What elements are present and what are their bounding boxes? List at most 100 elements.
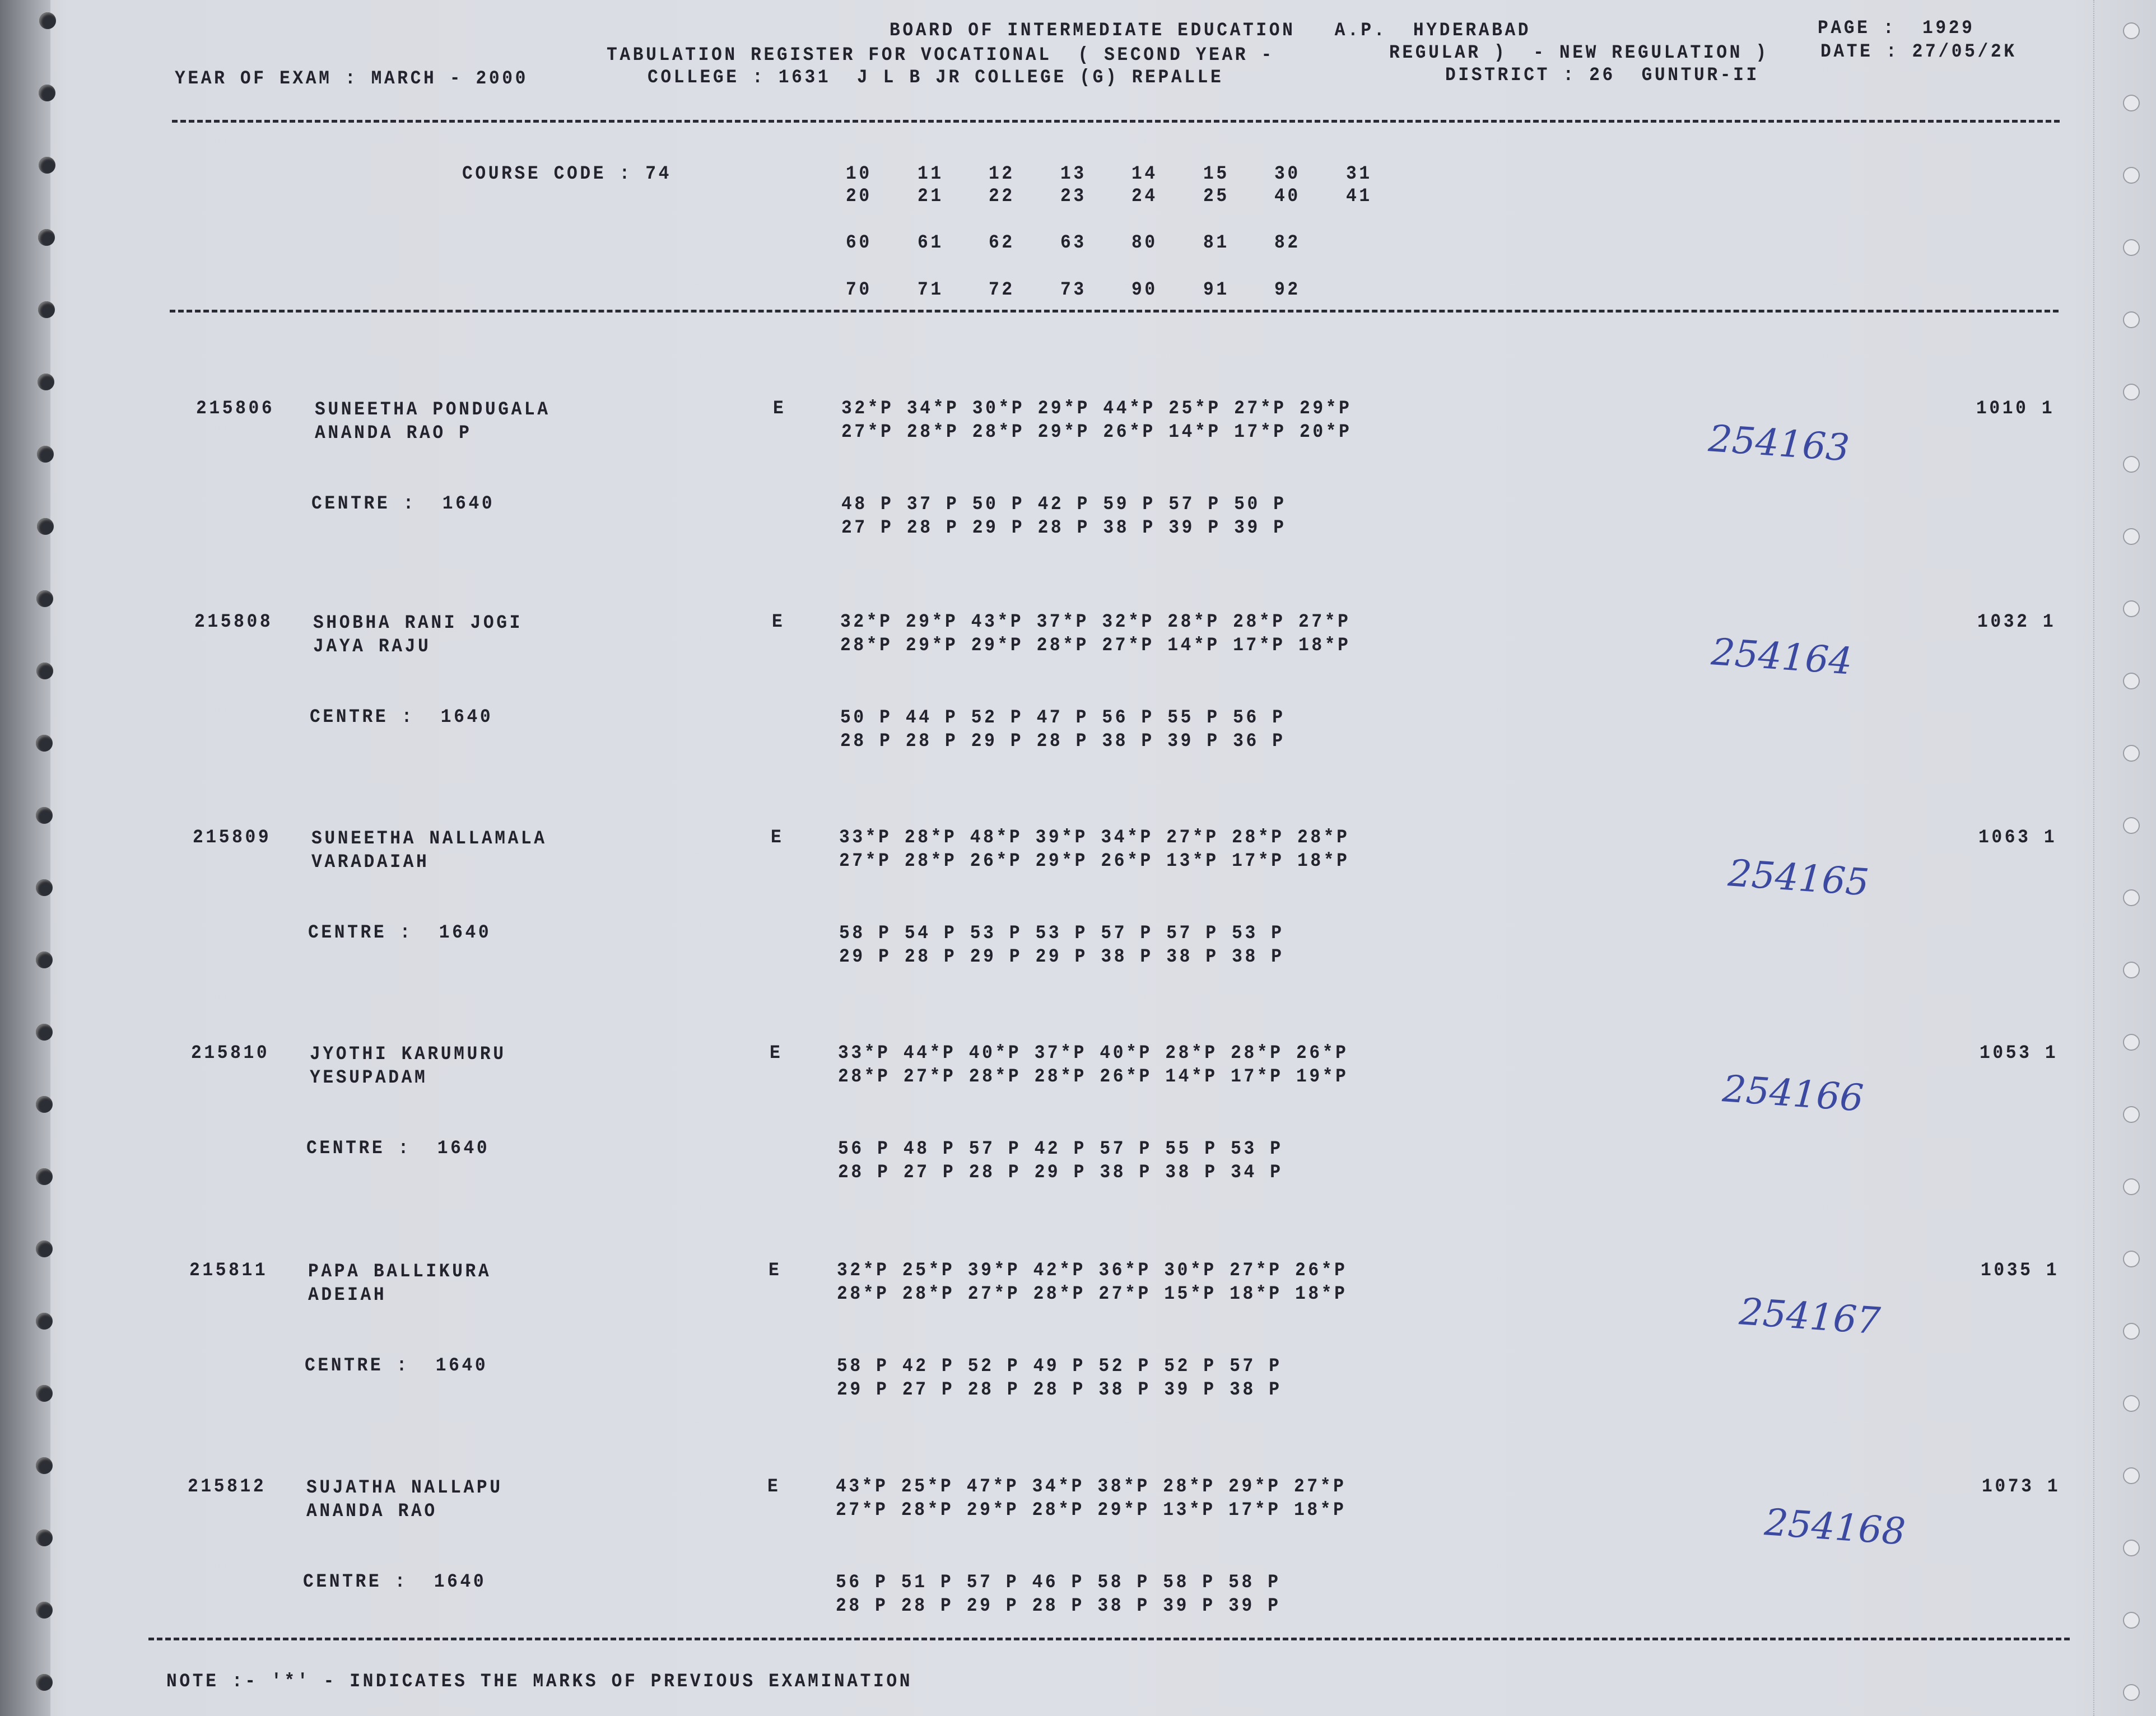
- subject-code: 10: [846, 164, 872, 185]
- feed-hole: [36, 1168, 53, 1185]
- parent-name: VARADAIAH: [311, 852, 430, 873]
- feed-hole: [36, 1385, 53, 1402]
- medium-code: E: [772, 612, 785, 633]
- subject-code: 14: [1131, 164, 1158, 185]
- medium-code: E: [773, 398, 786, 419]
- marks-line: 27*P 28*P 29*P 28*P 29*P 13*P 17*P 18*P: [836, 1500, 1347, 1521]
- feed-hole: [36, 1096, 53, 1113]
- medium-code: E: [769, 1260, 782, 1281]
- marks-line: 32*P 34*P 30*P 29*P 44*P 25*P 27*P 29*P: [841, 398, 1352, 419]
- print-date: DATE : 27/05/2K: [1820, 41, 2017, 63]
- marks-line: 27 P 28 P 29 P 28 P 38 P 39 P 39 P: [841, 517, 1287, 539]
- medium-code: E: [771, 827, 784, 848]
- student-name: SUJATHA NALLAPU: [306, 1477, 503, 1499]
- subject-code: 90: [1131, 279, 1158, 301]
- subject-code: 73: [1060, 279, 1087, 301]
- feed-hole: [2123, 1684, 2140, 1701]
- marks-line: 43*P 25*P 47*P 34*P 38*P 28*P 29*P 27*P: [836, 1476, 1347, 1498]
- register-title: TABULATION REGISTER FOR VOCATIONAL ( SEC…: [607, 45, 1274, 66]
- feed-hole: [2123, 962, 2140, 978]
- total-marks: 1073 1: [1982, 1476, 2061, 1498]
- marks-line: 56 P 48 P 57 P 42 P 57 P 55 P 53 P: [838, 1139, 1283, 1160]
- marks-line: 33*P 44*P 40*P 37*P 40*P 28*P 28*P 26*P: [838, 1043, 1349, 1064]
- handwritten-number: 254164: [1710, 630, 1854, 683]
- feed-hole: [36, 1602, 53, 1619]
- student-name: SHOBHA RANI JOGI: [313, 613, 523, 634]
- marks-line: 28 P 28 P 29 P 28 P 38 P 39 P 39 P: [836, 1596, 1281, 1617]
- parent-name: ADEIAH: [308, 1285, 387, 1306]
- subject-code: 23: [1060, 186, 1087, 207]
- centre: CENTRE : 1640: [306, 1138, 490, 1159]
- parent-name: ANANDA RAO P: [315, 423, 472, 444]
- feed-hole: [37, 446, 54, 463]
- marks-line: 27*P 28*P 28*P 29*P 26*P 14*P 17*P 20*P: [841, 422, 1352, 443]
- hall-ticket-number: 215808: [194, 612, 273, 633]
- centre: CENTRE : 1640: [310, 707, 493, 728]
- total-marks: 1035 1: [1981, 1260, 2060, 1281]
- feed-hole: [2123, 1251, 2140, 1267]
- parent-name: ANANDA RAO: [306, 1501, 437, 1522]
- feed-hole: [2123, 239, 2140, 256]
- marks-line: 56 P 51 P 57 P 46 P 58 P 58 P 58 P: [836, 1572, 1281, 1593]
- subject-code: 31: [1345, 164, 1372, 185]
- feed-hole: [36, 807, 53, 824]
- feed-hole: [38, 157, 55, 174]
- parent-name: YESUPADAM: [310, 1067, 428, 1089]
- subject-code: 13: [1060, 164, 1087, 185]
- subject-code: 41: [1345, 186, 1372, 207]
- regulation: REGULAR ) - NEW REGULATION ): [1389, 43, 1769, 64]
- hall-ticket-number: 215810: [191, 1043, 270, 1064]
- parent-name: JAYA RAJU: [313, 636, 431, 658]
- total-marks: 1053 1: [1980, 1043, 2059, 1064]
- college: COLLEGE : 1631 J L B JR COLLEGE (G) REPA…: [648, 67, 1224, 88]
- subject-code: 62: [989, 232, 1015, 254]
- marks-line: 58 P 54 P 53 P 53 P 57 P 57 P 53 P: [839, 923, 1284, 944]
- subject-code: 71: [917, 279, 944, 301]
- marks-line: 28 P 28 P 29 P 28 P 38 P 39 P 36 P: [840, 731, 1286, 752]
- subject-code: 21: [917, 186, 944, 207]
- feed-hole: [39, 85, 56, 101]
- marks-line: 28*P 29*P 29*P 28*P 27*P 14*P 17*P 18*P: [840, 635, 1351, 656]
- subject-code: 60: [846, 232, 872, 254]
- feed-hole: [2123, 600, 2140, 617]
- subject-code: 24: [1131, 186, 1158, 207]
- feed-hole: [2123, 1323, 2140, 1340]
- handwritten-number: 254166: [1721, 1067, 1865, 1120]
- handwritten-number: 254163: [1707, 417, 1851, 470]
- feed-hole: [2123, 22, 2140, 39]
- subject-code: 80: [1131, 232, 1158, 254]
- feed-hole: [36, 1457, 53, 1474]
- divider: [148, 1638, 2070, 1640]
- course-code: COURSE CODE : 74: [462, 164, 672, 185]
- feed-hole: [2123, 1612, 2140, 1629]
- year-of-exam: YEAR OF EXAM : MARCH - 2000: [175, 68, 529, 90]
- feed-hole: [2123, 384, 2140, 400]
- marks-line: 29 P 27 P 28 P 28 P 38 P 39 P 38 P: [837, 1379, 1282, 1401]
- feed-hole: [36, 735, 53, 752]
- subject-code: 72: [989, 279, 1015, 301]
- feed-hole: [38, 301, 55, 318]
- marks-line: 50 P 44 P 52 P 47 P 56 P 55 P 56 P: [840, 707, 1286, 729]
- page-number: PAGE : 1929: [1818, 18, 1975, 39]
- hall-ticket-number: 215812: [188, 1476, 267, 1498]
- subject-code: 12: [989, 164, 1015, 185]
- feed-hole: [36, 590, 54, 607]
- subject-code: 30: [1274, 164, 1301, 185]
- divider: [172, 120, 2060, 123]
- total-marks: 1010 1: [1976, 398, 2055, 419]
- subject-code: 91: [1203, 279, 1230, 301]
- marks-line: 58 P 42 P 52 P 49 P 52 P 52 P 57 P: [837, 1356, 1282, 1377]
- subject-code: 81: [1203, 232, 1230, 254]
- feed-hole: [38, 374, 54, 390]
- hall-ticket-number: 215809: [193, 827, 272, 848]
- centre: CENTRE : 1640: [308, 922, 492, 944]
- feed-hole: [2123, 745, 2140, 762]
- marks-line: 48 P 37 P 50 P 42 P 59 P 57 P 50 P: [841, 494, 1287, 515]
- feed-hole: [2123, 817, 2140, 834]
- feed-hole: [2123, 1178, 2140, 1195]
- marks-line: 29 P 28 P 29 P 29 P 38 P 38 P 38 P: [839, 946, 1284, 968]
- hall-ticket-number: 215811: [189, 1260, 268, 1281]
- tractor-feed-strip-left: [0, 0, 50, 1716]
- marks-line: 33*P 28*P 48*P 39*P 34*P 27*P 28*P 28*P: [839, 827, 1350, 848]
- feed-hole: [36, 952, 53, 968]
